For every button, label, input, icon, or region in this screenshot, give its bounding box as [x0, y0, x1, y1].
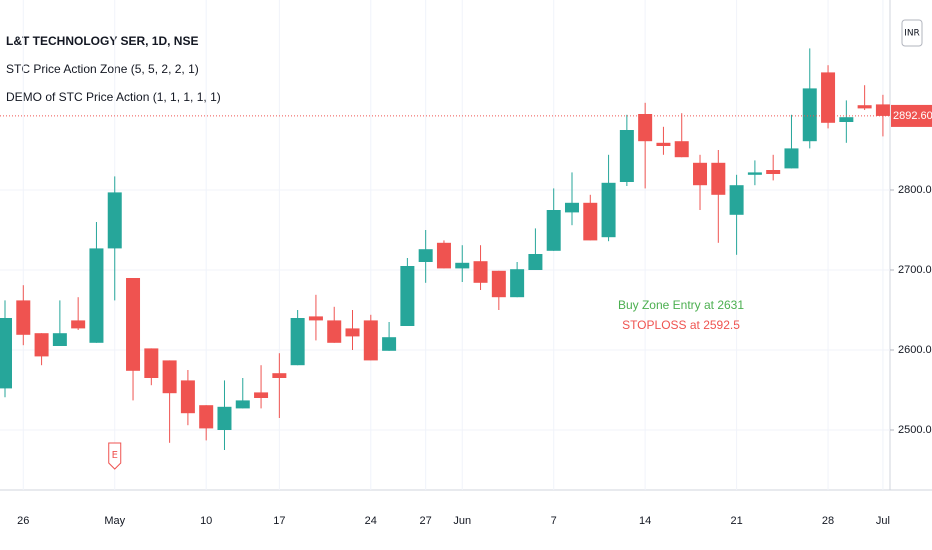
last-price-box [891, 104, 932, 127]
candle-body [235, 400, 250, 409]
candle-body [382, 337, 397, 351]
earnings-flag [108, 442, 122, 470]
candle-body [693, 162, 708, 186]
candle-body [199, 405, 214, 429]
candle-body [857, 105, 872, 109]
candle-body [784, 148, 799, 169]
candle-body [674, 141, 689, 158]
candle-body [455, 262, 470, 269]
candle-body [290, 318, 305, 366]
candle-body [638, 114, 653, 142]
chart-title: L&T TECHNOLOGY SER, 1D, NSE [6, 34, 198, 48]
y-tick-label: 2600.00 [898, 344, 932, 356]
candle-body [656, 142, 671, 146]
candle-body [802, 88, 817, 142]
indicator-label: DEMO of STC Price Action (1, 1, 1, 1, 1) [6, 90, 221, 104]
candle-body [16, 300, 31, 335]
indicator-label: STC Price Action Zone (5, 5, 2, 2, 1) [6, 62, 199, 76]
x-tick-label: 21 [730, 515, 742, 527]
candle-body [436, 242, 451, 269]
candle-body [345, 328, 360, 337]
candle-body [583, 202, 598, 241]
candle-body [327, 320, 342, 343]
candle-body [747, 172, 762, 175]
candle-body [107, 192, 122, 249]
candle-body [162, 360, 177, 394]
y-tick-label: 2500.00 [898, 424, 932, 436]
candle-body [473, 261, 488, 283]
x-tick-label: May [104, 515, 125, 527]
x-tick-label: 14 [639, 515, 651, 527]
candle-body [528, 254, 543, 270]
candle-body [418, 249, 433, 262]
candle-body [180, 380, 195, 414]
candle-body [363, 320, 378, 361]
annotation: STOPLOSS at 2592.5 [622, 318, 740, 332]
earnings-marker: E [112, 450, 118, 461]
candle-body [766, 170, 781, 174]
last-price-label: 2892.60 [893, 110, 932, 122]
candle-body [272, 373, 287, 378]
x-tick-label: 17 [273, 515, 285, 527]
candle-body [217, 406, 232, 430]
annotation: Buy Zone Entry at 2631 [618, 298, 744, 312]
candle-body [601, 182, 616, 238]
x-tick-label: 28 [822, 515, 834, 527]
candle-body [52, 333, 67, 346]
currency-label[interactable]: INR [904, 29, 920, 39]
candle-body [729, 185, 744, 215]
candle-body [491, 270, 506, 298]
y-tick-label: 2800.00 [898, 184, 932, 196]
candle-body [546, 210, 561, 251]
candle-body [711, 162, 726, 195]
candle-body [71, 320, 86, 329]
candle-body [0, 318, 12, 389]
candle-body [821, 72, 836, 123]
candle-body [254, 392, 269, 398]
x-tick-label: 10 [200, 515, 212, 527]
candle-body [564, 202, 579, 213]
currency-box[interactable] [901, 19, 923, 47]
x-tick-label: 7 [551, 515, 557, 527]
candle-body [144, 348, 159, 378]
candle-body [619, 130, 634, 182]
y-tick-label: 2700.00 [898, 264, 932, 276]
candle-body [400, 266, 415, 326]
candle-body [34, 333, 49, 357]
candle-body [308, 316, 323, 321]
candle-body [510, 269, 525, 298]
candle-body [126, 278, 141, 371]
x-tick-label: Jun [453, 515, 471, 527]
candle-body [839, 117, 854, 122]
x-tick-label: Jul [876, 515, 890, 527]
candle-body [875, 104, 890, 116]
candle-body [89, 248, 104, 343]
x-tick-label: 24 [365, 515, 377, 527]
x-tick-label: 27 [420, 515, 432, 527]
x-tick-label: 26 [17, 515, 29, 527]
